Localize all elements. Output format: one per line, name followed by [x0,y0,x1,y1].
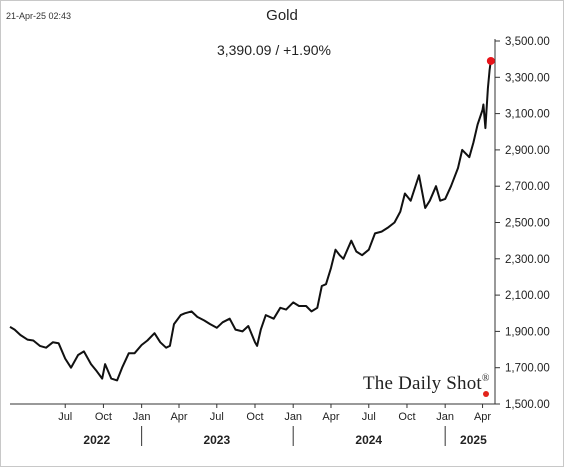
x-tick-label: Jan [436,411,454,423]
x-tick-label: Apr [322,411,339,423]
watermark-logo: The Daily Shot® [363,373,490,397]
chart-subtitle: 3,390.09 / +1.90% [216,42,332,58]
year-label: 2025 [460,433,487,447]
x-tick-label: Oct [95,411,112,423]
y-tick-label: 1,700.00 [505,363,550,375]
y-tick-label: 3,500.00 [505,36,550,48]
y-tick-label: 2,700.00 [505,181,550,193]
x-tick-label: Apr [474,411,491,423]
x-tick-label: Jan [133,411,151,423]
year-label: 2024 [355,433,382,447]
last-value-marker [486,56,495,65]
year-label: 2022 [83,433,110,447]
chart-title: Gold [266,7,298,24]
y-tick-label: 2,100.00 [505,290,550,302]
x-tick-label: Oct [398,411,415,423]
watermark-text: The Daily Shot [363,373,482,394]
y-tick-label: 2,900.00 [505,145,550,157]
year-label: 2023 [203,433,230,447]
y-tick-label: 1,900.00 [505,326,550,338]
registered-mark: ® [481,373,490,384]
y-tick-label: 3,100.00 [505,109,550,121]
x-tick-label: Jan [284,411,302,423]
x-tick-label: Apr [170,411,187,423]
x-tick-label: Jul [362,411,376,423]
y-tick-label: 3,300.00 [505,72,550,84]
x-tick-label: Jul [210,411,224,423]
y-tick-label: 2,300.00 [505,254,550,266]
watermark-red-dot [483,391,489,397]
gold-price-line [9,60,492,382]
x-tick-label: Oct [246,411,263,423]
timestamp: 21-Apr-25 02:43 [6,11,72,21]
y-tick-label: 1,500.00 [505,399,550,411]
x-tick-label: Jul [58,411,72,423]
y-tick-label: 2,500.00 [505,218,550,230]
